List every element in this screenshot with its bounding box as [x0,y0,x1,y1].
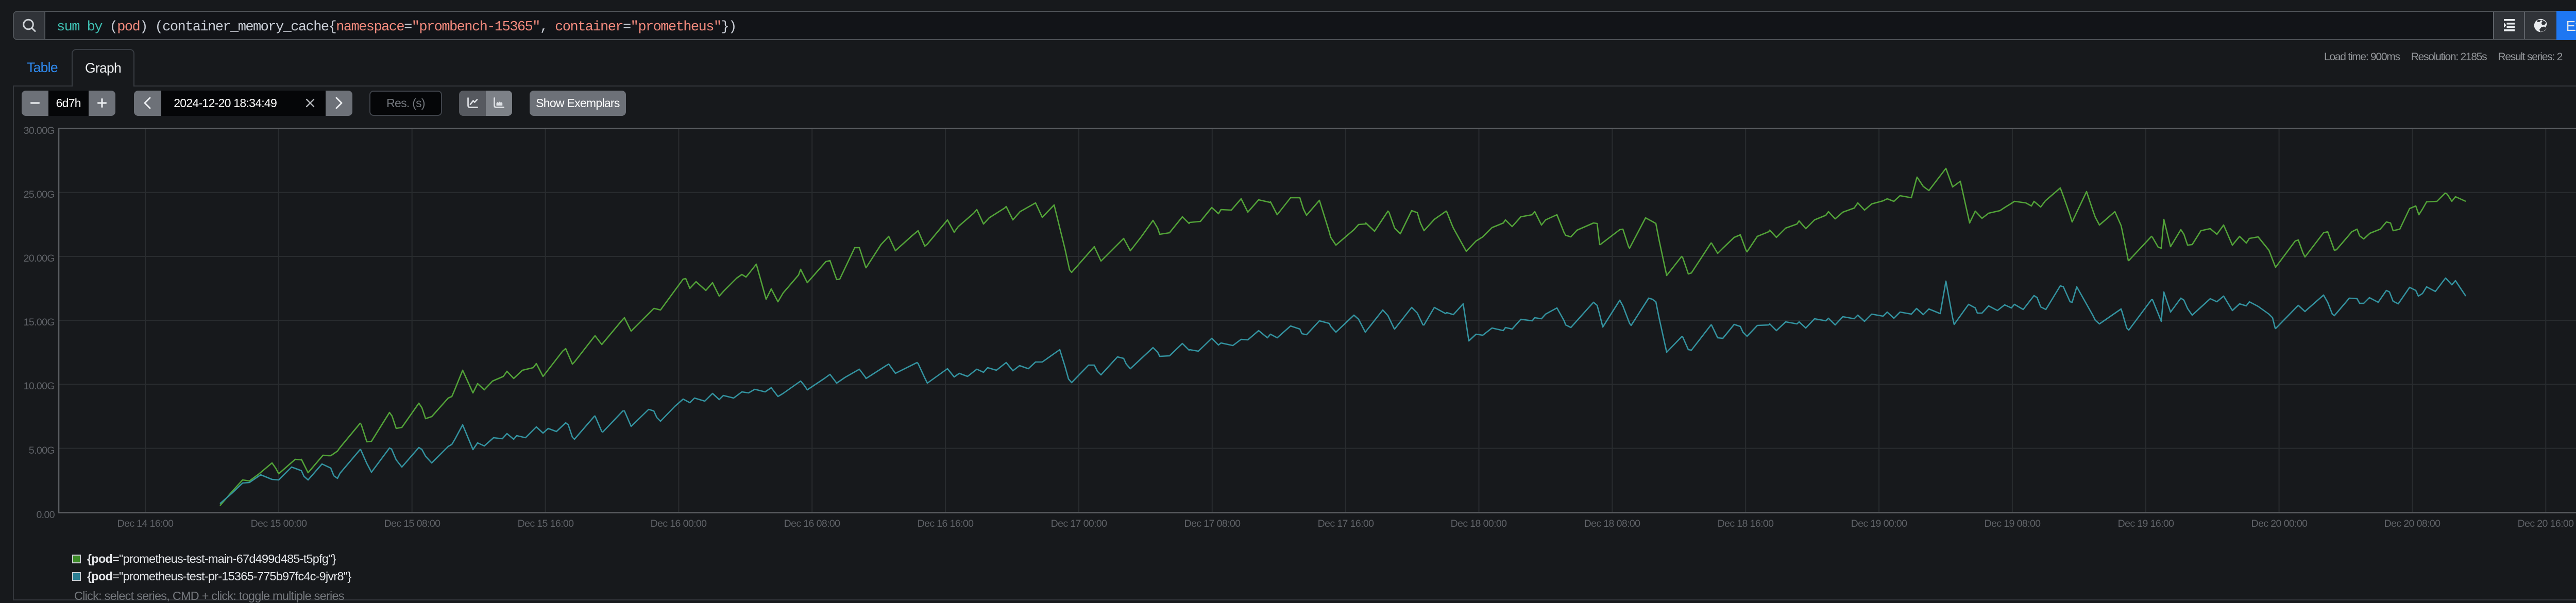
svg-text:Dec 14 16:00: Dec 14 16:00 [117,518,174,529]
svg-text:Dec 17 08:00: Dec 17 08:00 [1184,518,1241,529]
svg-text:Dec 20 00:00: Dec 20 00:00 [2251,518,2308,529]
svg-text:Dec 19 16:00: Dec 19 16:00 [2118,518,2175,529]
svg-text:Dec 15 08:00: Dec 15 08:00 [384,518,441,529]
svg-text:30.00G: 30.00G [24,125,55,136]
svg-text:Dec 16 16:00: Dec 16 16:00 [918,518,974,529]
svg-text:20.00G: 20.00G [24,253,55,264]
svg-text:Dec 18 00:00: Dec 18 00:00 [1451,518,1507,529]
svg-text:Dec 17 00:00: Dec 17 00:00 [1051,518,1108,529]
svg-text:Dec 19 00:00: Dec 19 00:00 [1851,518,1908,529]
svg-text:Dec 18 16:00: Dec 18 16:00 [1718,518,1774,529]
svg-text:Dec 20 16:00: Dec 20 16:00 [2518,518,2574,529]
svg-text:Dec 20 08:00: Dec 20 08:00 [2384,518,2441,529]
svg-text:Dec 17 16:00: Dec 17 16:00 [1318,518,1375,529]
svg-text:0.00: 0.00 [36,509,55,521]
svg-text:25.00G: 25.00G [24,189,55,200]
svg-text:Dec 15 00:00: Dec 15 00:00 [251,518,308,529]
svg-text:10.00G: 10.00G [24,381,55,392]
svg-text:Dec 15 16:00: Dec 15 16:00 [518,518,574,529]
svg-text:15.00G: 15.00G [24,317,55,328]
svg-text:Dec 16 00:00: Dec 16 00:00 [651,518,707,529]
svg-text:Dec 18 08:00: Dec 18 08:00 [1584,518,1641,529]
svg-text:5.00G: 5.00G [29,445,55,456]
svg-text:Dec 19 08:00: Dec 19 08:00 [1985,518,2041,529]
svg-text:Dec 16 08:00: Dec 16 08:00 [784,518,841,529]
